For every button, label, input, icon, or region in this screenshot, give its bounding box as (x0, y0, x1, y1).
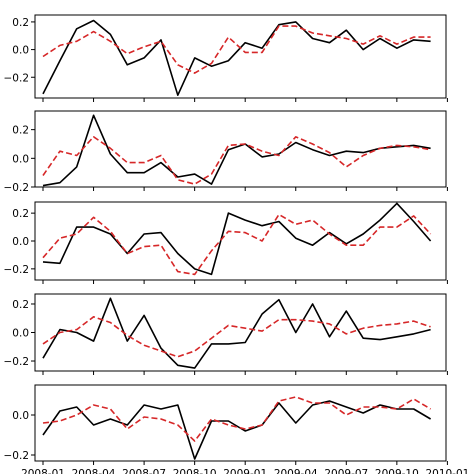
panel-3-ytick-label: 0.0 (12, 236, 29, 248)
panel-5-ytick-label: 0.0 (12, 410, 29, 422)
panel-1-series-2-line (42, 25, 431, 74)
panel-5-series-1-line (42, 400, 432, 460)
xtick-label: 2009-04 (274, 468, 318, 474)
panel-4-series-2-line (42, 315, 431, 358)
xtick-label: 2010-01 (425, 468, 469, 474)
panel-2-frame (34, 110, 447, 188)
panel-2-ytick-label: −0.2 (4, 182, 30, 194)
panel-1-ytick-label: 0.0 (12, 45, 29, 57)
panel-1-series-1-line (42, 19, 431, 96)
x-axis-labels: 2008-01 2008-04 2008-07 2008-10 2009-01 2009-… (21, 468, 469, 474)
panel-3-ytick-label: 0.2 (12, 208, 29, 220)
xtick-label: 2008-10 (173, 468, 217, 474)
xtick-label: 2008-01 (21, 468, 65, 474)
panel-3-frame (34, 201, 447, 281)
panel-1: −0.2 0.0 0.2 (4, 14, 448, 102)
panel-2: −0.2 0.0 0.2 (4, 110, 448, 194)
panel-3-series-1-line (42, 202, 432, 276)
xtick-label: 2009-01 (223, 468, 267, 474)
panel-4-ytick-label: 0.0 (12, 328, 29, 340)
xtick-label: 2008-07 (122, 468, 166, 474)
panel-1-ytick-label: 0.2 (12, 17, 29, 29)
panel-2-series-2-line (42, 136, 431, 185)
panel-5-series-2-line (42, 396, 432, 442)
panel-2-ytick-label: 0.2 (12, 125, 29, 137)
xtick-label: 2009-10 (375, 468, 419, 474)
panel-4-series-1-line (42, 297, 431, 369)
panel-1-ytick-label: −0.2 (4, 72, 30, 84)
panel-5-ytick-label: −0.2 (4, 450, 30, 462)
panel-1-frame (34, 14, 447, 99)
panel-4-ytick-label: −0.2 (4, 356, 30, 368)
panel-5: −0.2 0.0 (4, 384, 448, 465)
panel-4-ytick-label: 0.2 (12, 299, 29, 311)
xtick-label: 2008-04 (72, 468, 116, 474)
panel-3-series-2-line (42, 213, 432, 276)
panel-5-frame (34, 384, 447, 462)
panel-4: −0.2 0.0 0.2 (4, 293, 448, 375)
panel-2-ytick-label: 0.0 (12, 153, 29, 165)
panel-2-series-1-line (42, 114, 431, 187)
panel-3-ytick-label: −0.2 (4, 264, 30, 276)
panel-3: −0.2 0.0 0.2 (4, 201, 448, 284)
xtick-label: 2009-07 (324, 468, 368, 474)
